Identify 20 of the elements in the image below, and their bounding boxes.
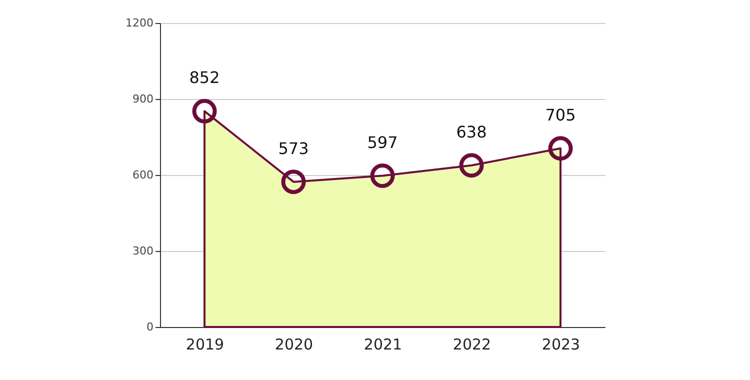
point xyxy=(281,170,306,194)
data-label: 597 xyxy=(367,132,398,152)
point xyxy=(192,98,217,124)
y-tick-label: 900 xyxy=(132,92,154,106)
data-label: 852 xyxy=(189,68,220,88)
y-tick-label: 300 xyxy=(132,244,154,258)
x-tick-label: 2023 xyxy=(542,336,580,354)
point xyxy=(548,136,573,161)
y-tick-label: 1200 xyxy=(126,16,154,30)
data-label: 573 xyxy=(278,138,309,158)
point xyxy=(370,164,395,188)
x-tick-label: 2020 xyxy=(274,336,314,354)
data-label: 638 xyxy=(456,122,487,142)
x-tick-label: 2022 xyxy=(452,336,492,354)
x-tick-label: 2021 xyxy=(364,336,402,354)
data-label: 705 xyxy=(545,105,576,124)
point xyxy=(459,153,484,178)
y-tick-label: 0 xyxy=(146,320,154,334)
x-tick-label: 2019 xyxy=(186,336,224,354)
y-tick-label: 600 xyxy=(132,168,154,182)
